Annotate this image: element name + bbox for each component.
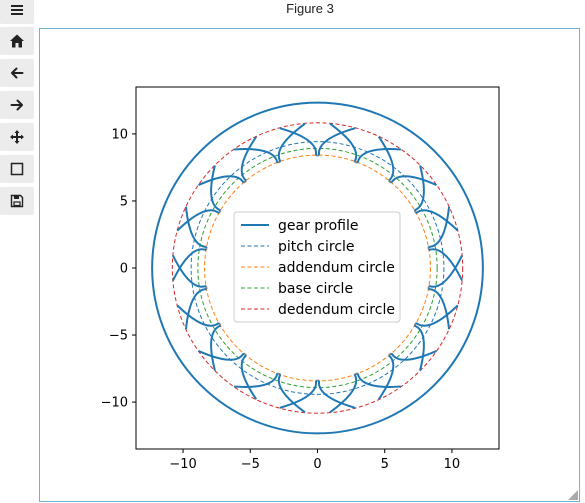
x-tick-label: 0 [313, 457, 321, 472]
x-tick-label: 10 [444, 457, 461, 472]
legend-label: gear profile [278, 218, 359, 234]
gear-tooth-flank [428, 206, 451, 248]
zoom-rect-button[interactable] [0, 155, 34, 183]
legend: gear profile pitch circle addendum circle b… [233, 211, 401, 323]
y-tick-label: 5 [120, 194, 128, 209]
figure-canvas[interactable]: −10 −5 0 5 10 −10 −5 0 5 10 gear profile pitch circ… [39, 28, 580, 502]
pitch-circle-line [190, 141, 445, 395]
resize-grip-icon[interactable] [568, 490, 578, 500]
back-arrow-icon [11, 67, 24, 79]
gear-tooth-flank [415, 304, 459, 327]
gear-tooth-flank [329, 373, 358, 414]
forward-button[interactable] [0, 91, 34, 119]
gear-tooth-flank [184, 206, 207, 248]
y-tick-label: 0 [120, 262, 128, 277]
legend-label: base circle [278, 281, 353, 297]
gear-tooth-flank [414, 324, 425, 371]
menu-icon [11, 5, 23, 15]
y-tick-label: 10 [111, 127, 128, 142]
gear-tooth-flank [356, 148, 401, 164]
x-tick-label: −10 [169, 457, 196, 472]
save-icon [10, 194, 24, 208]
save-button[interactable] [0, 187, 34, 215]
gear-tooth-flank [377, 354, 395, 400]
legend-label: pitch circle [278, 239, 355, 255]
y-tick-label: −10 [101, 396, 128, 411]
gear-tooth-flank [210, 165, 221, 212]
gear-tooth-flank [318, 380, 356, 409]
legend-label: dedendum circle [278, 302, 395, 318]
back-button[interactable] [0, 59, 34, 87]
forward-arrow-icon [10, 99, 23, 111]
gear-tooth-flank [279, 380, 317, 409]
pan-icon [10, 130, 24, 144]
gear-tooth-flank [176, 304, 220, 327]
dedendum-circle-line [171, 122, 464, 414]
x-tick-label: −5 [241, 457, 260, 472]
gear-tooth-flank [234, 148, 279, 164]
gear-tooth-flank [428, 248, 464, 282]
gear-tooth-flank [171, 248, 207, 282]
gear-plot: −10 −5 0 5 10 −10 −5 0 5 10 gear profile pitch circ… [101, 86, 500, 472]
gear-tooth-flank [377, 136, 395, 182]
gear-tooth-flank [277, 373, 306, 414]
gear-tooth-flank [240, 136, 258, 182]
gear-tooth-flank [279, 127, 317, 156]
gear-tooth-flank [176, 209, 220, 232]
gear-outer-ring [151, 101, 484, 435]
toolbar [0, 0, 34, 220]
gear-tooth-flank [329, 122, 358, 163]
x-tick-label: 5 [381, 457, 389, 472]
legend-label: addendum circle [278, 260, 395, 276]
legend-frame [233, 211, 401, 323]
gear-tooth-flank [390, 350, 437, 361]
gear-tooth-flank [356, 372, 401, 388]
figure-title: Figure 3 [286, 1, 334, 16]
home-button[interactable] [0, 27, 34, 55]
gear-tooth-flank [198, 175, 245, 186]
gear-tooth-flank [318, 127, 356, 156]
gear-tooth-flank [234, 372, 279, 388]
gear-tooth-flank [428, 288, 451, 330]
gear-tooth-flank [171, 254, 207, 288]
gear-tooth-flank [415, 209, 459, 232]
gear-tooth-flank [240, 354, 258, 400]
gear-tooth-flank [198, 350, 245, 361]
zoom-rect-icon [10, 162, 24, 176]
gear-tooth-flank [414, 165, 425, 212]
pan-button[interactable] [0, 123, 34, 151]
gear-tooth-flank [210, 324, 221, 371]
gear-tooth-flank [390, 175, 437, 186]
home-icon [10, 34, 24, 48]
gear-tooth-flank [184, 288, 207, 330]
gear-tooth-flank [428, 254, 464, 288]
base-circle-line [197, 147, 438, 389]
plot-area [151, 101, 484, 435]
menu-button[interactable] [0, 0, 34, 24]
y-tick-label: −5 [109, 329, 128, 344]
gear-tooth-flank [277, 122, 306, 163]
